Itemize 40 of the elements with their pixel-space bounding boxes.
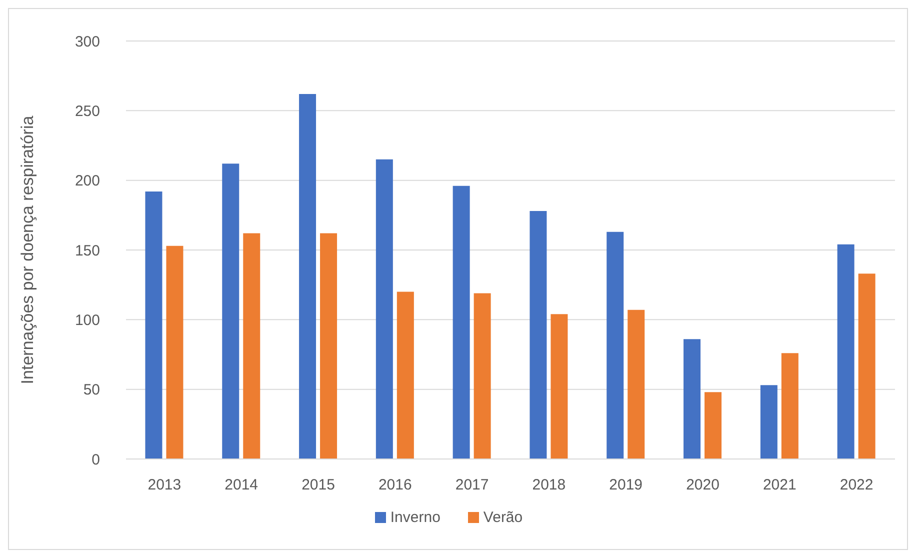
bar [299, 94, 316, 459]
x-tick-label: 2022 [840, 476, 874, 494]
legend-label: Verão [483, 509, 523, 526]
bar [320, 233, 338, 459]
x-tick-label: 2021 [762, 476, 796, 494]
bar [530, 210, 547, 459]
bar [222, 164, 240, 459]
bar [684, 339, 701, 459]
legend-label: Inverno [390, 509, 440, 526]
bar [550, 314, 568, 459]
y-tick-label: 0 [92, 451, 100, 468]
x-tick-label: 2013 [148, 476, 182, 494]
bar [145, 191, 162, 459]
bar [474, 293, 491, 459]
bar [628, 310, 645, 459]
y-tick-label: 100 [74, 312, 100, 329]
bar [837, 244, 854, 459]
y-tick-label: 150 [74, 242, 100, 260]
bar [704, 392, 722, 459]
x-tick-label: 2019 [609, 476, 643, 494]
x-tick-label: 2017 [455, 476, 489, 494]
bar [760, 385, 778, 459]
x-tick-label: 2020 [686, 476, 720, 494]
bar [166, 246, 184, 459]
y-tick-label: 200 [74, 172, 100, 190]
y-tick-label: 300 [74, 33, 100, 50]
x-tick-label: 2018 [532, 476, 566, 494]
x-tick-label: 2014 [224, 476, 258, 494]
y-tick-label: 50 [83, 382, 100, 399]
bar [606, 232, 624, 459]
x-tick-label: 2015 [302, 476, 335, 494]
y-tick-label: 250 [74, 102, 100, 120]
x-tick-label: 2016 [378, 476, 412, 494]
bar [396, 292, 414, 459]
bar [858, 274, 876, 459]
bar [376, 159, 393, 459]
y-axis-title: Internações por doença respiratória [18, 115, 38, 384]
bar [243, 233, 260, 459]
bar [781, 353, 798, 459]
bar [452, 186, 470, 459]
